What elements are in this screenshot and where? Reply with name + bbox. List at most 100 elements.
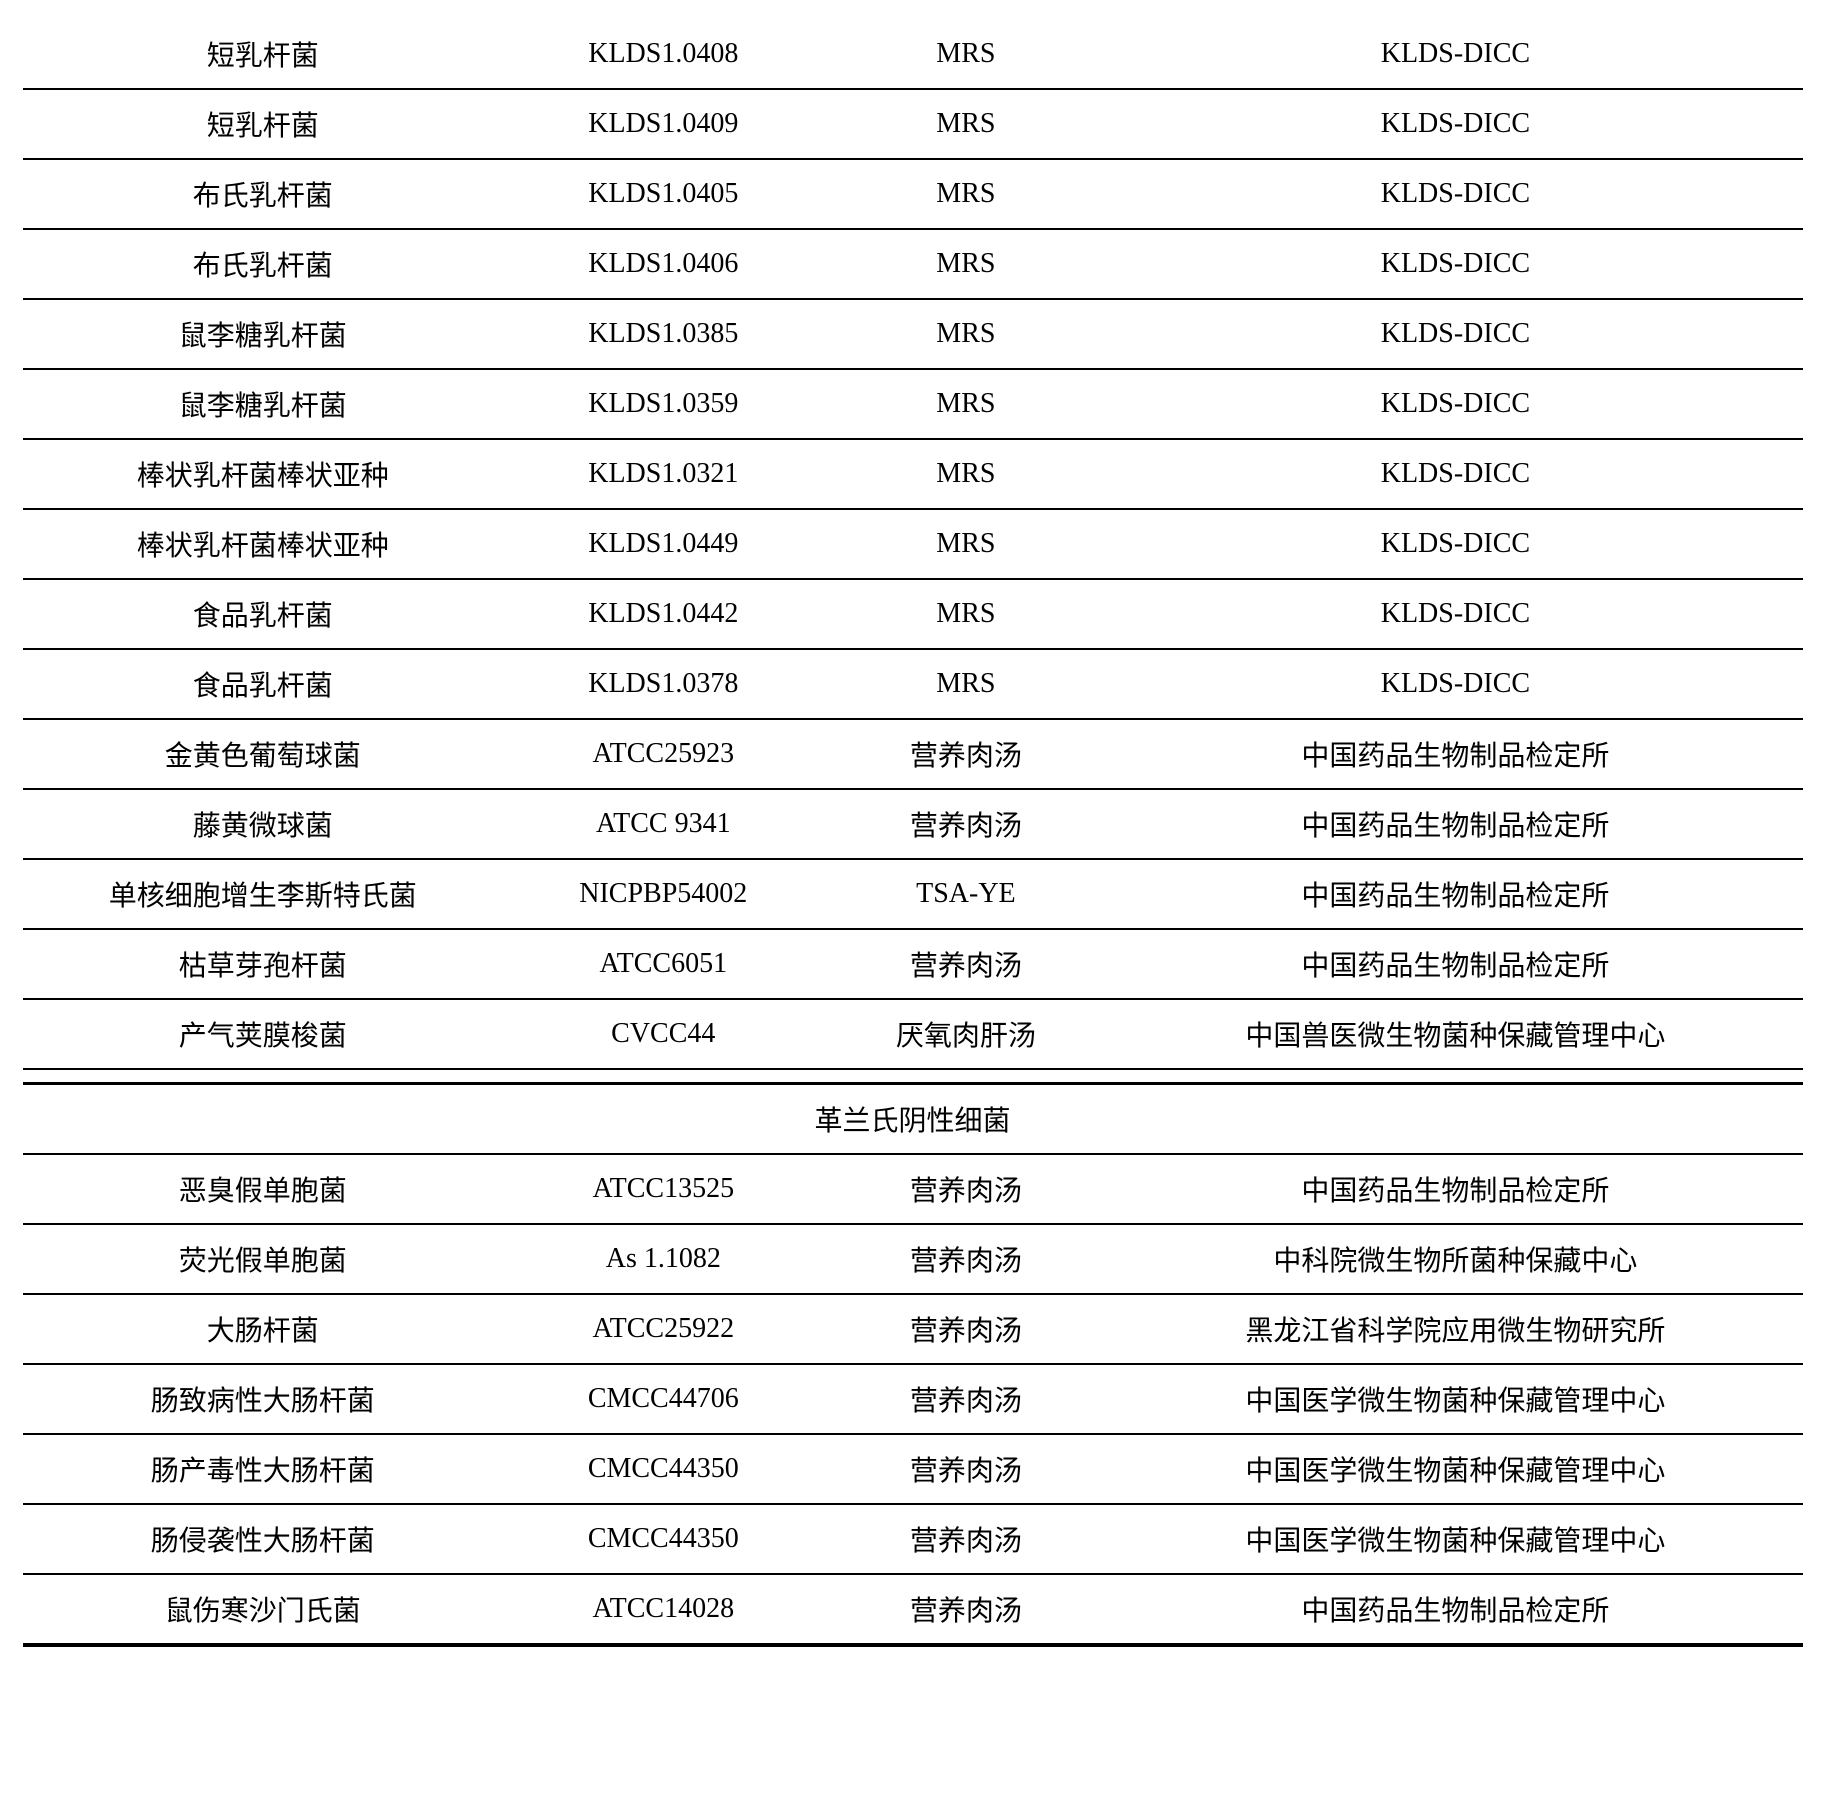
cell-source: KLDS-DICC bbox=[1108, 580, 1802, 650]
cell-medium: MRS bbox=[823, 440, 1108, 510]
cell-code: NICPBP54002 bbox=[503, 860, 823, 930]
cell-name: 荧光假单胞菌 bbox=[23, 1225, 504, 1295]
cell-medium: 营养肉汤 bbox=[823, 930, 1108, 1000]
cell-code: KLDS1.0406 bbox=[503, 230, 823, 300]
cell-name: 食品乳杆菌 bbox=[23, 580, 504, 650]
cell-code: CMCC44350 bbox=[503, 1505, 823, 1575]
table-row: 肠侵袭性大肠杆菌CMCC44350营养肉汤中国医学微生物菌种保藏管理中心 bbox=[23, 1505, 1803, 1575]
cell-name: 肠致病性大肠杆菌 bbox=[23, 1365, 504, 1435]
table-row: 荧光假单胞菌As 1.1082营养肉汤中科院微生物所菌种保藏中心 bbox=[23, 1225, 1803, 1295]
cell-code: KLDS1.0449 bbox=[503, 510, 823, 580]
spacer-cell bbox=[23, 1070, 1803, 1082]
table-row: 食品乳杆菌KLDS1.0442MRSKLDS-DICC bbox=[23, 580, 1803, 650]
cell-source: 中国药品生物制品检定所 bbox=[1108, 1575, 1802, 1647]
table-row: 产气荚膜梭菌CVCC44厌氧肉肝汤中国兽医微生物菌种保藏管理中心 bbox=[23, 1000, 1803, 1070]
cell-name: 枯草芽孢杆菌 bbox=[23, 930, 504, 1000]
cell-code: ATCC25923 bbox=[503, 720, 823, 790]
spacer-row bbox=[23, 1070, 1803, 1082]
cell-code: KLDS1.0409 bbox=[503, 90, 823, 160]
cell-code: KLDS1.0408 bbox=[503, 20, 823, 90]
cell-source: 中国药品生物制品检定所 bbox=[1108, 790, 1802, 860]
cell-medium: MRS bbox=[823, 510, 1108, 580]
cell-source: 中国医学微生物菌种保藏管理中心 bbox=[1108, 1435, 1802, 1505]
table-body: 短乳杆菌KLDS1.0408MRSKLDS-DICC短乳杆菌KLDS1.0409… bbox=[23, 20, 1803, 1647]
table-row: 大肠杆菌ATCC25922营养肉汤黑龙江省科学院应用微生物研究所 bbox=[23, 1295, 1803, 1365]
cell-code: ATCC 9341 bbox=[503, 790, 823, 860]
cell-medium: 营养肉汤 bbox=[823, 790, 1108, 860]
cell-source: KLDS-DICC bbox=[1108, 510, 1802, 580]
cell-medium: MRS bbox=[823, 650, 1108, 720]
cell-code: KLDS1.0378 bbox=[503, 650, 823, 720]
cell-source: KLDS-DICC bbox=[1108, 440, 1802, 510]
cell-code: KLDS1.0405 bbox=[503, 160, 823, 230]
cell-name: 棒状乳杆菌棒状亚种 bbox=[23, 440, 504, 510]
cell-code: ATCC25922 bbox=[503, 1295, 823, 1365]
cell-code: KLDS1.0385 bbox=[503, 300, 823, 370]
cell-medium: MRS bbox=[823, 230, 1108, 300]
cell-medium: TSA-YE bbox=[823, 860, 1108, 930]
cell-name: 单核细胞增生李斯特氏菌 bbox=[23, 860, 504, 930]
cell-medium: 营养肉汤 bbox=[823, 1365, 1108, 1435]
cell-medium: MRS bbox=[823, 580, 1108, 650]
table-row: 食品乳杆菌KLDS1.0378MRSKLDS-DICC bbox=[23, 650, 1803, 720]
bacteria-table: 短乳杆菌KLDS1.0408MRSKLDS-DICC短乳杆菌KLDS1.0409… bbox=[23, 20, 1803, 1647]
table-row: 鼠李糖乳杆菌KLDS1.0359MRSKLDS-DICC bbox=[23, 370, 1803, 440]
table-row: 鼠李糖乳杆菌KLDS1.0385MRSKLDS-DICC bbox=[23, 300, 1803, 370]
cell-name: 鼠伤寒沙门氏菌 bbox=[23, 1575, 504, 1647]
cell-medium: 营养肉汤 bbox=[823, 1505, 1108, 1575]
cell-name: 短乳杆菌 bbox=[23, 20, 504, 90]
cell-code: CVCC44 bbox=[503, 1000, 823, 1070]
cell-code: As 1.1082 bbox=[503, 1225, 823, 1295]
cell-code: CMCC44350 bbox=[503, 1435, 823, 1505]
cell-medium: 营养肉汤 bbox=[823, 720, 1108, 790]
section-header-label: 革兰氏阴性细菌 bbox=[23, 1082, 1803, 1155]
table-row: 恶臭假单胞菌ATCC13525营养肉汤中国药品生物制品检定所 bbox=[23, 1155, 1803, 1225]
section-header-row: 革兰氏阴性细菌 bbox=[23, 1082, 1803, 1155]
cell-medium: MRS bbox=[823, 300, 1108, 370]
cell-medium: 厌氧肉肝汤 bbox=[823, 1000, 1108, 1070]
cell-medium: MRS bbox=[823, 370, 1108, 440]
table-row: 金黄色葡萄球菌ATCC25923营养肉汤中国药品生物制品检定所 bbox=[23, 720, 1803, 790]
cell-source: KLDS-DICC bbox=[1108, 20, 1802, 90]
table-row: 藤黄微球菌ATCC 9341营养肉汤中国药品生物制品检定所 bbox=[23, 790, 1803, 860]
cell-name: 布氏乳杆菌 bbox=[23, 160, 504, 230]
cell-source: 黑龙江省科学院应用微生物研究所 bbox=[1108, 1295, 1802, 1365]
table-row: 单核细胞增生李斯特氏菌NICPBP54002TSA-YE中国药品生物制品检定所 bbox=[23, 860, 1803, 930]
cell-medium: 营养肉汤 bbox=[823, 1295, 1108, 1365]
cell-source: KLDS-DICC bbox=[1108, 160, 1802, 230]
cell-source: 中科院微生物所菌种保藏中心 bbox=[1108, 1225, 1802, 1295]
table-row: 棒状乳杆菌棒状亚种KLDS1.0449MRSKLDS-DICC bbox=[23, 510, 1803, 580]
cell-source: 中国药品生物制品检定所 bbox=[1108, 1155, 1802, 1225]
cell-source: 中国药品生物制品检定所 bbox=[1108, 720, 1802, 790]
cell-source: KLDS-DICC bbox=[1108, 90, 1802, 160]
cell-source: 中国药品生物制品检定所 bbox=[1108, 930, 1802, 1000]
table-row: 布氏乳杆菌KLDS1.0405MRSKLDS-DICC bbox=[23, 160, 1803, 230]
table-row: 棒状乳杆菌棒状亚种KLDS1.0321MRSKLDS-DICC bbox=[23, 440, 1803, 510]
cell-source: KLDS-DICC bbox=[1108, 300, 1802, 370]
cell-code: KLDS1.0321 bbox=[503, 440, 823, 510]
cell-name: 食品乳杆菌 bbox=[23, 650, 504, 720]
cell-name: 金黄色葡萄球菌 bbox=[23, 720, 504, 790]
cell-name: 藤黄微球菌 bbox=[23, 790, 504, 860]
table-row: 短乳杆菌KLDS1.0409MRSKLDS-DICC bbox=[23, 90, 1803, 160]
table-row: 短乳杆菌KLDS1.0408MRSKLDS-DICC bbox=[23, 20, 1803, 90]
cell-name: 恶臭假单胞菌 bbox=[23, 1155, 504, 1225]
cell-medium: MRS bbox=[823, 20, 1108, 90]
cell-code: KLDS1.0442 bbox=[503, 580, 823, 650]
cell-source: 中国药品生物制品检定所 bbox=[1108, 860, 1802, 930]
cell-source: 中国医学微生物菌种保藏管理中心 bbox=[1108, 1365, 1802, 1435]
cell-medium: MRS bbox=[823, 160, 1108, 230]
cell-name: 大肠杆菌 bbox=[23, 1295, 504, 1365]
cell-medium: 营养肉汤 bbox=[823, 1225, 1108, 1295]
table-row: 肠致病性大肠杆菌CMCC44706营养肉汤中国医学微生物菌种保藏管理中心 bbox=[23, 1365, 1803, 1435]
cell-source: 中国医学微生物菌种保藏管理中心 bbox=[1108, 1505, 1802, 1575]
cell-name: 棒状乳杆菌棒状亚种 bbox=[23, 510, 504, 580]
cell-name: 肠侵袭性大肠杆菌 bbox=[23, 1505, 504, 1575]
cell-name: 短乳杆菌 bbox=[23, 90, 504, 160]
cell-code: KLDS1.0359 bbox=[503, 370, 823, 440]
cell-medium: 营养肉汤 bbox=[823, 1155, 1108, 1225]
table-row: 枯草芽孢杆菌ATCC6051营养肉汤中国药品生物制品检定所 bbox=[23, 930, 1803, 1000]
cell-medium: 营养肉汤 bbox=[823, 1435, 1108, 1505]
cell-source: KLDS-DICC bbox=[1108, 650, 1802, 720]
cell-medium: 营养肉汤 bbox=[823, 1575, 1108, 1647]
